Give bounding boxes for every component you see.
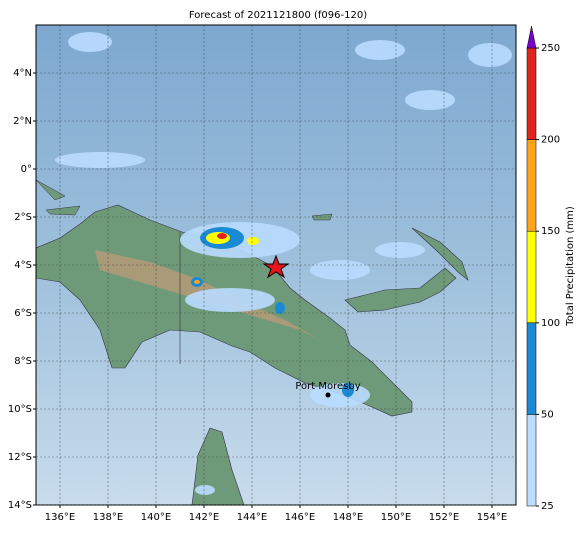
x-tick-label: 142°E — [189, 512, 219, 523]
x-tick-label: 150°E — [381, 512, 411, 523]
new-britain — [344, 267, 457, 313]
heavy-rain — [191, 227, 354, 397]
y-tick-label: 0° — [21, 164, 32, 175]
y-tick-label: 4°N — [13, 68, 32, 79]
y-tick-label: 14°S — [8, 500, 32, 511]
x-tick-label: 140°E — [141, 512, 171, 523]
colorbar-segment — [526, 139, 537, 232]
colorbar-tick-label: 50 — [541, 409, 554, 420]
colorbar-segment — [526, 414, 537, 507]
city-label: Port Moresby — [295, 381, 360, 392]
star-marker — [262, 254, 290, 279]
y-tick-label: 8°S — [14, 356, 32, 367]
y-tick-label: 2°N — [13, 116, 32, 127]
x-tick-label: 152°E — [429, 512, 459, 523]
colorbar-tick-label: 250 — [541, 43, 560, 54]
x-tick-label: 144°E — [237, 512, 267, 523]
colorbar-label: Total Precipitation (mm) — [565, 206, 576, 327]
title: Forecast of 2021121800 (f096-120) — [189, 10, 367, 21]
y-tick-label: 12°S — [8, 452, 32, 463]
colorbar-extend — [526, 25, 537, 49]
colorbar-tick-label: 200 — [541, 135, 560, 146]
colorbar-tick-label: 100 — [541, 318, 560, 329]
colorbar-tick-label: 150 — [541, 226, 560, 237]
x-tick-label: 146°E — [285, 512, 315, 523]
colorbar-segment — [526, 322, 537, 415]
y-tick-label: 4°S — [14, 260, 32, 271]
colorbar-segment — [526, 230, 537, 324]
x-tick-label: 136°E — [45, 512, 75, 523]
colorbar-segment — [526, 47, 537, 140]
y-tick-label: 10°S — [8, 404, 32, 415]
light-rain — [55, 32, 512, 495]
x-tick-label: 148°E — [333, 512, 363, 523]
y-tick-label: 2°S — [14, 212, 32, 223]
colorbar-tick-label: 25 — [541, 501, 554, 512]
x-tick-label: 154°E — [477, 512, 507, 523]
new-ireland — [411, 227, 469, 281]
x-tick-label: 138°E — [93, 512, 123, 523]
y-tick-label: 6°S — [14, 308, 32, 319]
city-marker — [325, 392, 331, 398]
